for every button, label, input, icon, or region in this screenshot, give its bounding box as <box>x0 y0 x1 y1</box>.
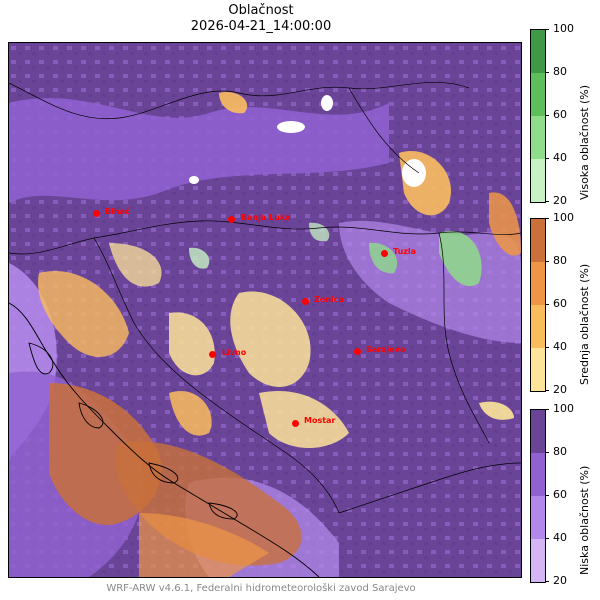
colorbar-srednja-tick-label: 80 <box>553 254 567 267</box>
map-title: Oblačnost <box>228 3 294 18</box>
colorbar-visoka-tick-label: 20 <box>553 194 567 207</box>
city-dot-zenica <box>302 298 309 305</box>
city-label-tuzla: Tuzla <box>393 247 417 256</box>
city-label-zenica: Zenica <box>314 295 344 304</box>
colorbar-srednja <box>530 218 546 392</box>
map-canvas <box>9 43 521 577</box>
city-dot-bihac <box>93 210 100 217</box>
high-cloud-east <box>439 231 482 287</box>
colorbar-niska-segment <box>531 410 545 453</box>
colorbar-srednja-segment <box>531 348 545 391</box>
colorbar-niska-tick <box>545 538 549 539</box>
colorbar-srednja-segment <box>531 219 545 262</box>
colorbar-srednja-segment <box>531 262 545 305</box>
colorbar-niska-tick <box>545 495 549 496</box>
colorbar-srednja-segment <box>531 305 545 348</box>
colorbar-visoka-tick-label: 40 <box>553 151 567 164</box>
colorbar-niska-tick-label: 100 <box>553 402 574 415</box>
colorbar-niska-tick-label: 20 <box>553 574 567 587</box>
colorbar-niska-tick-label: 80 <box>553 445 567 458</box>
city-dot-banja-luka <box>228 216 235 223</box>
city-dot-tuzla <box>381 250 388 257</box>
colorbar-visoka-segment <box>531 73 545 116</box>
colorbar-visoka-tick-label: 80 <box>553 65 567 78</box>
colorbar-niska-segment <box>531 539 545 582</box>
city-dot-livno <box>209 351 216 358</box>
colorbar-srednja-tick <box>545 304 549 305</box>
colorbar-srednja-tick-label: 60 <box>553 297 567 310</box>
colorbar-niska-tick <box>545 581 549 582</box>
colorbar-srednja-tick <box>545 390 549 391</box>
city-label-mostar: Mostar <box>304 416 336 425</box>
colorbar-visoka-label: Visoka oblačnost (%) <box>578 84 591 200</box>
colorbar-visoka-tick <box>545 29 549 30</box>
colorbar-srednja-tick-label: 100 <box>553 211 574 224</box>
city-label-bihac: Bihać <box>105 207 130 216</box>
cloud-cover-map <box>8 42 522 578</box>
colorbar-visoka-segment <box>531 116 545 159</box>
colorbar-niska-tick <box>545 452 549 453</box>
colorbar-visoka-tick <box>545 158 549 159</box>
colorbar-visoka-segment <box>531 30 545 73</box>
colorbar-niska-tick-label: 60 <box>553 488 567 501</box>
city-dot-sarajevo <box>354 348 361 355</box>
colorbar-visoka-tick <box>545 72 549 73</box>
colorbar-srednja-tick <box>545 261 549 262</box>
colorbar-visoka <box>530 29 546 203</box>
colorbar-visoka-tick <box>545 115 549 116</box>
coastline <box>9 302 320 577</box>
city-label-sarajevo: Sarajevo <box>366 345 406 354</box>
colorbar-srednja-tick-label: 40 <box>553 340 567 353</box>
colorbar-niska-label: Niska oblačnost (%) <box>578 465 591 575</box>
footer-credit: WRF-ARW v4.6.1, Federalni hidrometeorolo… <box>106 583 416 594</box>
colorbar-niska <box>530 409 546 583</box>
colorbar-niska-tick <box>545 409 549 410</box>
colorbar-srednja-tick <box>545 347 549 348</box>
city-label-livno: Livno <box>222 348 247 357</box>
colorbar-niska-segment <box>531 453 545 496</box>
forecast-datetime: 2026-04-21_14:00:00 <box>190 19 332 34</box>
colorbar-visoka-tick-label: 100 <box>553 22 574 35</box>
colorbar-visoka-tick <box>545 201 549 202</box>
country-borders <box>9 82 521 514</box>
colorbar-visoka-segment <box>531 159 545 202</box>
city-dot-mostar <box>292 420 299 427</box>
city-label-banja-luka: Banja Luka <box>241 213 291 222</box>
colorbar-niska-tick-label: 40 <box>553 531 567 544</box>
colorbar-srednja-tick <box>545 218 549 219</box>
colorbar-srednja-tick-label: 20 <box>553 383 567 396</box>
colorbar-niska-segment <box>531 496 545 539</box>
colorbar-srednja-label: Srednja oblačnost (%) <box>578 263 591 385</box>
colorbar-visoka-tick-label: 60 <box>553 108 567 121</box>
